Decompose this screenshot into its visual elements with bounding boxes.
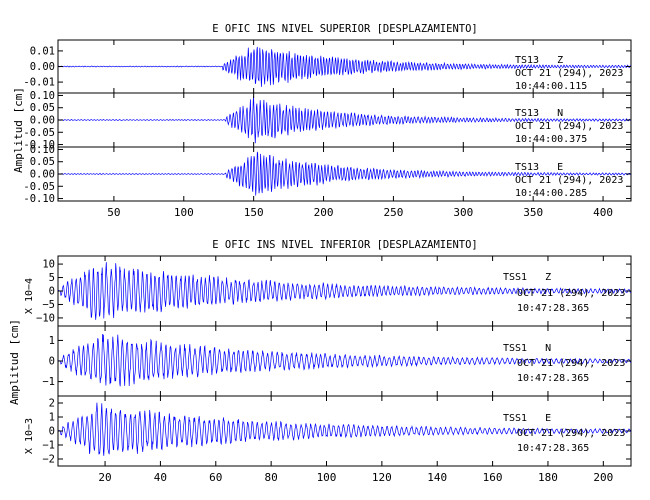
upper-x-tick-label: 250 bbox=[383, 206, 403, 219]
upper-y-tick-label: -0.05 bbox=[23, 127, 55, 139]
upper-y-tick-label: 0.00 bbox=[30, 169, 55, 181]
upper-z-station-label: TS13 Z bbox=[515, 55, 563, 66]
lower-y-tick-label: 5 bbox=[49, 272, 55, 284]
lower-y-tick-label: 0 bbox=[49, 356, 55, 368]
lower-e-time-label: 10:47:28.365 bbox=[517, 443, 589, 454]
lower-traces bbox=[57, 262, 632, 456]
upper-y-tick-label: 0.00 bbox=[30, 115, 55, 127]
upper-x-tick-label: 100 bbox=[174, 206, 194, 219]
lower-y-tick-label: −1 bbox=[42, 376, 55, 388]
lower-n-station-label: TSS1 N bbox=[503, 343, 551, 354]
lower-x-tick-label: 80 bbox=[265, 471, 278, 484]
upper-n-time-label: 10:44:00.375 bbox=[515, 134, 587, 145]
upper-y-tick-label: 0.00 bbox=[30, 61, 55, 73]
upper-ticks: 50 100 150 200 250 300 350 4000.010.00-0.010.10… bbox=[23, 40, 631, 219]
lower-x-tick-label: 120 bbox=[372, 471, 392, 484]
upper-y-tick-label: 0.10 bbox=[30, 90, 55, 102]
lower-e-station-label: TSS1 E bbox=[503, 413, 551, 424]
upper-n-station-label: TS13 N bbox=[515, 108, 563, 119]
lower-y-tick-label: 1 bbox=[49, 335, 55, 347]
lower-y-tick-label: −5 bbox=[42, 299, 55, 311]
lower-figure: E OFIC INS NIVEL INFERIOR [DESPLAZAMIENT… bbox=[8, 239, 632, 484]
upper-y-tick-label: 0.05 bbox=[30, 156, 55, 168]
upper-z-date-label: OCT 21 (294), 2023 bbox=[515, 68, 623, 79]
upper-z-time-label: 10:44:00.115 bbox=[515, 81, 587, 92]
lower-y-tick-label: −1 bbox=[42, 440, 55, 452]
upper-e-station-label: TS13 E bbox=[515, 162, 563, 173]
lower-x-tick-label: 180 bbox=[538, 471, 558, 484]
lower-z-station-label: TSS1 Z bbox=[503, 272, 551, 283]
lower-y-tick-label: −2 bbox=[42, 454, 55, 466]
lower-e-date-label: OCT 21 (294), 2023 bbox=[517, 428, 625, 439]
lower-z-date-label: OCT 21 (294), 2023 bbox=[517, 288, 625, 299]
upper-y-tick-label: -0.05 bbox=[23, 181, 55, 193]
upper-trace-2 bbox=[57, 151, 632, 196]
upper-y-axis-label: Amplitud [cm] bbox=[12, 87, 25, 173]
upper-chart-title: E OFIC INS NIVEL SUPERIOR [DESPLAZAMIENT… bbox=[212, 23, 478, 35]
lower-n-date-label: OCT 21 (294), 2023 bbox=[517, 358, 625, 369]
upper-x-tick-label: 350 bbox=[523, 206, 543, 219]
lower-x-tick-label: 40 bbox=[154, 471, 167, 484]
lower-x-tick-label: 100 bbox=[317, 471, 337, 484]
lower-trace-1 bbox=[57, 333, 632, 387]
lower-y-tick-label: 2 bbox=[49, 398, 55, 410]
lower-trace-2 bbox=[57, 402, 632, 456]
lower-ticks: 20 40 60 80 100 120 140 160 180 2001050−5−1010−12… bbox=[36, 256, 631, 484]
lower-n-time-label: 10:47:28.365 bbox=[517, 373, 589, 384]
upper-y-tick-label: 0.10 bbox=[30, 144, 55, 156]
lower-y-tick-label: 1 bbox=[49, 412, 55, 424]
upper-x-tick-label: 300 bbox=[453, 206, 473, 219]
lower-y-tick-label: 10 bbox=[42, 259, 55, 271]
upper-x-tick-label: 200 bbox=[314, 206, 334, 219]
upper-figure: E OFIC INS NIVEL SUPERIOR [DESPLAZAMIENT… bbox=[12, 23, 632, 219]
upper-y-tick-label: -0.10 bbox=[23, 139, 55, 151]
upper-y-tick-label: 0.05 bbox=[30, 102, 55, 114]
lower-z-scale-label: X 10−4 bbox=[24, 278, 35, 314]
upper-x-tick-label: 400 bbox=[593, 206, 613, 219]
lower-trace-0 bbox=[57, 262, 632, 320]
upper-x-tick-label: 150 bbox=[244, 206, 264, 219]
lower-x-tick-label: 160 bbox=[483, 471, 503, 484]
upper-trace-1 bbox=[57, 96, 632, 144]
upper-traces bbox=[57, 46, 632, 196]
upper-n-date-label: OCT 21 (294), 2023 bbox=[515, 121, 623, 132]
lower-y-axis-label: Amplitud [cm] bbox=[8, 319, 21, 405]
lower-x-tick-label: 200 bbox=[593, 471, 613, 484]
lower-x-tick-label: 60 bbox=[209, 471, 222, 484]
lower-x-tick-label: 20 bbox=[98, 471, 111, 484]
lower-x-tick-label: 140 bbox=[427, 471, 447, 484]
lower-y-tick-label: 0 bbox=[49, 426, 55, 438]
lower-e-scale-label: X 10−3 bbox=[24, 418, 35, 454]
upper-e-date-label: OCT 21 (294), 2023 bbox=[515, 175, 623, 186]
lower-z-time-label: 10:47:28.365 bbox=[517, 303, 589, 314]
lower-y-tick-label: −10 bbox=[36, 312, 55, 324]
lower-chart-title: E OFIC INS NIVEL INFERIOR [DESPLAZAMIENT… bbox=[212, 239, 478, 251]
upper-y-tick-label: -0.10 bbox=[23, 193, 55, 205]
upper-y-tick-label: -0.01 bbox=[23, 77, 55, 89]
upper-x-tick-label: 50 bbox=[107, 206, 120, 219]
upper-e-time-label: 10:44:00.285 bbox=[515, 188, 587, 199]
upper-trace-0 bbox=[57, 46, 632, 87]
upper-y-tick-label: 0.01 bbox=[30, 45, 55, 57]
lower-y-tick-label: 0 bbox=[49, 286, 55, 298]
